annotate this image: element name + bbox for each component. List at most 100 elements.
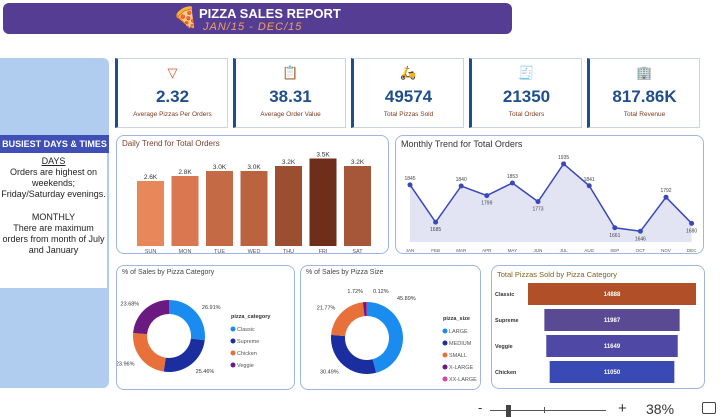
clipboard-icon: 📋: [282, 65, 299, 80]
data-point: [458, 183, 464, 189]
data-label: 23.68%: [121, 302, 140, 308]
legend-item: XX-LARGE: [449, 377, 477, 383]
legend-marker: [442, 340, 448, 346]
x-tick-label: SAT: [352, 249, 363, 255]
funnel-bar: [544, 309, 680, 331]
chart-title: % of Sales by Pizza Category: [122, 269, 215, 276]
monthly-trend-chart: Monthly Trend for Total Orders 1845 JAN 16…: [395, 135, 704, 254]
bar: [275, 166, 302, 246]
data-label: 21.77%: [317, 305, 336, 311]
data-label: 3.0K: [213, 164, 227, 171]
kpi-label: Average Order Value: [260, 111, 321, 118]
x-tick-label: NOV: [661, 248, 671, 253]
data-label: 1773: [532, 207, 543, 213]
x-tick-label: SUN: [145, 249, 157, 255]
data-label: 25.46%: [196, 369, 215, 375]
data-label: 30.49%: [320, 370, 339, 376]
size-donut-chart: % of Sales by Pizza Size 45.89% 30.49% 21.…: [300, 265, 481, 390]
funnel-bar: [549, 361, 675, 383]
data-point: [689, 220, 695, 226]
chart-title: Monthly Trend for Total Orders: [401, 139, 523, 149]
data-point: [637, 228, 643, 234]
legend-item: Veggie: [237, 363, 254, 369]
funnel-bar: [546, 335, 678, 357]
legend-item: LARGE: [449, 329, 468, 335]
legend-marker: [230, 326, 236, 332]
report-period: JAN/15 - DEC/15: [203, 21, 303, 33]
zoom-slider-tick: [544, 407, 545, 413]
x-tick-label: MON: [179, 249, 192, 255]
x-tick-label: APR: [482, 248, 492, 253]
legend-marker: [230, 338, 236, 344]
data-label: 1799: [481, 201, 492, 207]
data-label: 3.0K: [247, 164, 261, 171]
revenue-building-icon: 🏢: [636, 65, 653, 80]
bar: [344, 166, 371, 246]
kpi-label: Total Pizzas Sold: [383, 111, 434, 118]
data-label: 2.8K: [178, 169, 192, 176]
category-donut-chart: % of Sales by Pizza Category 26.91% 25.46…: [116, 265, 295, 390]
data-point: [484, 193, 490, 199]
data-label: 3.5K: [316, 152, 330, 159]
kpi-value: 38.31: [269, 87, 312, 106]
data-label: 1792: [660, 188, 671, 194]
zoom-out-button[interactable]: -: [478, 400, 483, 415]
funnel-bar: [528, 283, 696, 305]
data-label: 45.89%: [397, 296, 416, 302]
x-tick-label: JUN: [534, 248, 543, 253]
kpi-label: Average Pizzas Per Orders: [133, 111, 212, 118]
kpi-label: Total Revenue: [623, 111, 666, 118]
x-tick-label: THU: [283, 249, 294, 255]
daily-trend-chart: Daily Trend for Total Orders 2.6K SUN 2.8K…: [116, 135, 389, 255]
data-label: 26.91%: [202, 305, 221, 311]
kpi-card: ▽ 2.32 Average Pizzas Per Orders: [115, 58, 228, 128]
data-point: [586, 183, 592, 189]
busiest-title: BUSIEST DAYS & TIMES: [0, 135, 109, 153]
legend-marker: [442, 364, 448, 370]
delivery-icon: 🛵: [400, 65, 417, 80]
fit-to-page-icon[interactable]: [702, 402, 716, 414]
x-tick-label: OCT: [636, 248, 646, 253]
kpi-value: 817.86K: [612, 87, 677, 106]
donut-slice: [331, 302, 365, 337]
data-label: 2.6K: [144, 174, 158, 181]
funnel-icon: ▽: [167, 65, 178, 80]
zoom-level: 38%: [646, 401, 675, 417]
days-text: Orders are highest on weekends; Friday/S…: [1, 167, 106, 199]
order-list-icon: 🧾: [518, 65, 535, 80]
data-label: 1680: [686, 228, 697, 234]
data-label: 1646: [635, 236, 646, 242]
data-point: [561, 161, 567, 167]
legend-marker: [442, 376, 448, 382]
category-label: Veggie: [495, 344, 513, 350]
x-tick-label: AUG: [584, 248, 594, 253]
zoom-slider-handle[interactable]: [506, 405, 511, 417]
kpi-card: 🧾 21350 Total Orders: [469, 58, 582, 128]
legend-title: pizza_category: [231, 314, 271, 320]
chart-title: % of Sales by Pizza Size: [306, 269, 384, 276]
data-label: 1853: [507, 174, 518, 180]
kpi-value: 21350: [502, 87, 551, 106]
chart-title: Daily Trend for Total Orders: [122, 139, 220, 148]
x-tick-label: DEC: [687, 248, 697, 253]
legend-item: Supreme: [237, 339, 259, 345]
data-point: [407, 182, 413, 188]
zoom-in-button[interactable]: +: [618, 400, 627, 417]
report-header: 🍕 PIZZA SALES REPORT JAN/15 - DEC/15: [3, 3, 512, 34]
bar: [171, 176, 199, 246]
donut-slice: [133, 333, 166, 372]
donut-slice: [331, 334, 377, 374]
data-label: 1841: [584, 177, 595, 183]
legend-item: X-LARGE: [449, 365, 473, 371]
report-title: PIZZA SALES REPORT: [199, 6, 341, 21]
data-point: [509, 180, 515, 186]
data-point: [535, 199, 541, 205]
x-tick-label: FEB: [431, 248, 440, 253]
legend-marker: [442, 328, 448, 334]
bar: [137, 181, 164, 246]
x-tick-label: JUL: [560, 248, 568, 253]
zoom-slider-track[interactable]: [490, 410, 606, 411]
legend-title: pizza_size: [443, 316, 470, 322]
data-label: 11649: [604, 344, 621, 350]
category-label: Classic: [495, 292, 514, 298]
